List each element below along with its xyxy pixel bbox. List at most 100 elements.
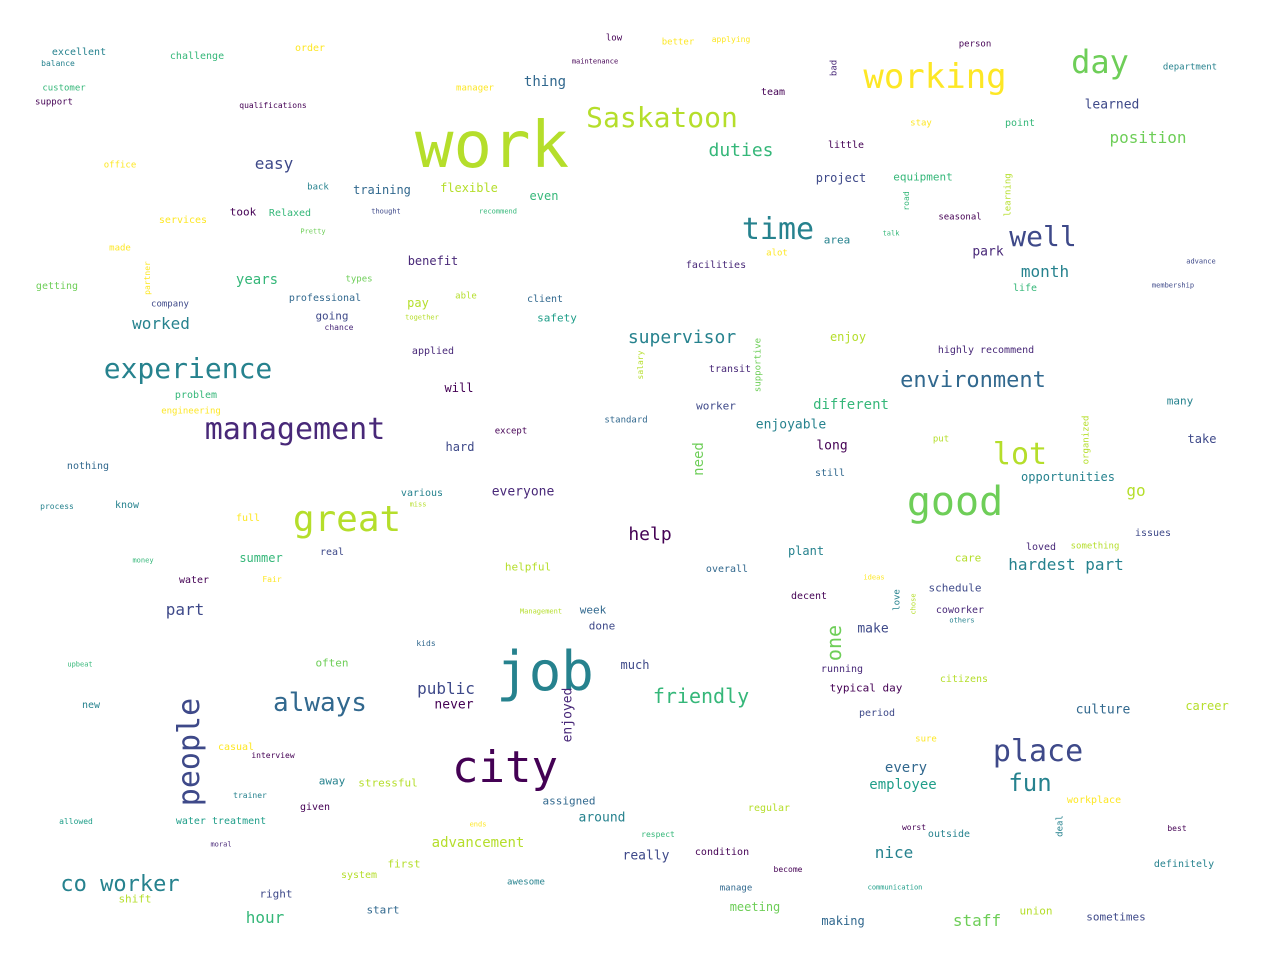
word-cloud-word: professional (288, 293, 362, 304)
word-cloud-word: go (1126, 481, 1146, 500)
word-cloud-word: little (827, 140, 865, 151)
word-cloud-word: back (307, 182, 329, 193)
word-cloud-word: need (691, 442, 707, 476)
word-cloud-word: membership (1151, 281, 1195, 290)
word-cloud-word: client (526, 294, 564, 305)
word-cloud-word: summer (239, 551, 283, 565)
word-cloud-word: area (823, 233, 851, 247)
word-cloud-word: much (620, 658, 650, 672)
word-cloud-word: benefit (407, 254, 459, 268)
word-cloud-word: problem (174, 390, 218, 401)
word-cloud-word: advancement (431, 835, 525, 851)
word-cloud-word: seasonal (938, 212, 982, 223)
word-cloud-word: coworker (935, 605, 985, 616)
word-cloud-word: customer (42, 83, 86, 94)
word-cloud-word: different (813, 397, 889, 413)
word-cloud-word: allowed (59, 817, 93, 826)
word-cloud-word: often (315, 656, 349, 670)
word-cloud-word: done (588, 619, 616, 633)
word-cloud-word: process (40, 502, 74, 511)
word-cloud-word: manage (719, 883, 753, 894)
word-cloud-word: stressful (358, 776, 418, 790)
word-cloud-word: week (579, 603, 607, 617)
word-cloud-word: staff (952, 911, 1002, 930)
word-cloud-word: put (932, 434, 950, 445)
word-cloud-word: well (1009, 220, 1077, 253)
word-cloud-word: worker (696, 399, 736, 413)
word-cloud-word: will (444, 381, 474, 395)
word-cloud-word: assigned (542, 794, 596, 808)
word-cloud-word: real (319, 547, 345, 558)
word-cloud-word: hour (245, 908, 285, 927)
word-cloud-word: talk (882, 229, 900, 238)
word-cloud-word: order (294, 43, 326, 54)
word-cloud-word: others (949, 616, 975, 625)
word-cloud-word: years (235, 272, 279, 288)
word-cloud-word: nice (874, 843, 914, 862)
word-cloud-word: learning (1003, 173, 1014, 217)
word-cloud-word: given (299, 802, 331, 813)
word-cloud-word: condition (694, 847, 750, 858)
word-cloud-word: water treatment (175, 816, 267, 827)
word-cloud-word: something (1070, 541, 1120, 552)
word-cloud-word: really (622, 848, 670, 864)
word-cloud-word: Pretty (300, 227, 326, 236)
word-cloud-word: advance (1186, 257, 1216, 266)
word-cloud-word: enjoyed (560, 687, 576, 743)
word-cloud-word: support (35, 97, 73, 108)
word-cloud-word: flexible (440, 181, 498, 195)
word-cloud-word: job (496, 640, 594, 703)
word-cloud-word: department (1162, 62, 1218, 73)
word-cloud-word: made (109, 243, 131, 254)
word-cloud-word: friendly (652, 684, 750, 708)
word-cloud-word: duties (708, 140, 774, 161)
word-cloud-word: never (434, 697, 474, 713)
word-cloud-word: services (158, 215, 208, 226)
word-cloud-word: bad (829, 59, 840, 77)
word-cloud-word: various (400, 488, 444, 499)
word-cloud-word: decent (790, 591, 828, 602)
word-cloud-word: care (954, 551, 982, 565)
word-cloud-word: everyone (491, 484, 555, 500)
word-cloud-word: citizens (939, 674, 989, 685)
word-cloud-word: point (1004, 118, 1036, 129)
word-cloud-word: new (81, 700, 101, 711)
word-cloud-word: help (628, 524, 672, 545)
word-cloud-word: working (863, 57, 1007, 97)
word-cloud-word: training (353, 183, 411, 197)
word-cloud-word: Management (519, 607, 563, 616)
word-cloud-word: chance (324, 323, 354, 332)
word-cloud-word: park (972, 244, 1004, 260)
word-cloud-word: together (405, 313, 439, 322)
word-cloud-word: project (815, 171, 867, 185)
word-cloud-word: deal (1055, 815, 1066, 837)
word-cloud-word: many (1166, 394, 1194, 408)
word-cloud-word: part (165, 600, 205, 619)
word-cloud-word: supervisor (627, 327, 737, 348)
word-cloud-word: alot (766, 248, 788, 259)
word-cloud-word: communication (867, 883, 923, 892)
word-cloud-word: place (992, 734, 1084, 769)
word-cloud-word: work (414, 109, 570, 183)
word-cloud-word: getting (35, 281, 79, 292)
word-cloud-word: right (259, 887, 293, 901)
word-cloud-word: employee (869, 777, 937, 793)
word-cloud-word: interview (251, 751, 295, 760)
word-cloud-word: going (315, 309, 349, 323)
word-cloud-word: time (741, 212, 815, 247)
word-cloud-word: low (605, 33, 623, 44)
word-cloud-word: road (902, 191, 911, 211)
word-cloud-word: make (857, 621, 889, 637)
word-cloud-word: able (455, 291, 477, 302)
word-cloud-word: facilities (685, 260, 747, 271)
word-cloud-word: meeting (729, 900, 781, 914)
word-cloud-word: nothing (66, 461, 110, 472)
word-cloud-word: partner (143, 261, 152, 295)
word-cloud-word: enjoy (829, 330, 867, 344)
word-cloud-word: period (858, 708, 896, 719)
word-cloud-word: schedule (928, 581, 982, 595)
word-cloud-word: challenge (169, 51, 225, 62)
word-cloud-word: company (151, 299, 189, 310)
word-cloud-word: better (661, 37, 695, 48)
word-cloud-word: helpful (504, 560, 552, 574)
